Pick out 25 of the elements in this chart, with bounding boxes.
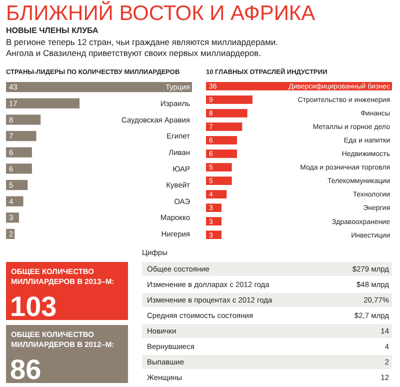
bar [206,163,232,172]
text: 103 [10,291,57,322]
bar [206,217,222,226]
bar [206,204,222,212]
text: Ангола и Свазиленд приветствуют своих первых миллиардеров. [6,48,262,58]
text: 86 [10,354,42,385]
bar [206,136,237,144]
text: НОВЫЕ ЧЛЕНЫ КЛУБА [6,26,98,35]
bar [6,164,32,174]
bar [206,122,242,131]
bar [206,150,237,158]
bar [6,82,192,92]
bar [6,147,32,158]
bar [206,96,252,104]
text: В регионе теперь 12 стран, чьи граждане являются миллиардерами. [6,37,278,47]
bar [6,114,41,125]
bar [6,196,24,206]
bar [6,180,28,190]
bar [206,230,222,239]
bar [6,130,36,142]
bar [206,176,232,185]
bar [206,109,248,118]
bar [206,190,227,198]
text: БЛИЖНИЙ ВОСТОК И АФРИКА [6,1,316,25]
bar [6,98,80,108]
